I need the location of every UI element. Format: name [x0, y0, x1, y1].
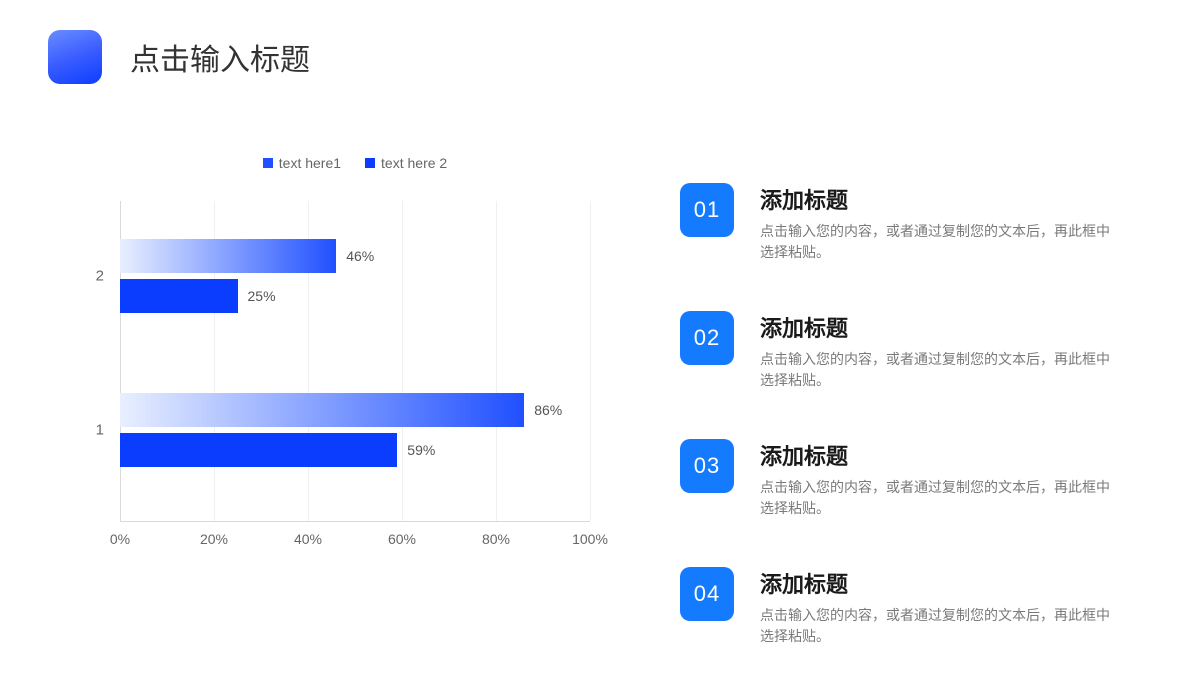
chart-legend: text here1 text here 2: [90, 155, 620, 171]
x-axis-ticks: 0%20%40%60%80%100%: [120, 527, 590, 551]
header-square-icon: [48, 30, 102, 84]
bar-series1: 86%: [120, 393, 524, 427]
list-item-desc: 点击输入您的内容，或者通过复制您的文本后，再此框中选择粘贴。: [760, 477, 1110, 519]
x-tick-label: 40%: [294, 531, 322, 547]
bar-series1: 46%: [120, 239, 336, 273]
bar-series2: 59%: [120, 433, 397, 467]
legend-item-series2: text here 2: [365, 155, 447, 171]
bar-value-label: 59%: [397, 442, 435, 458]
bar-value-label: 86%: [524, 402, 562, 418]
list-item-title: 添加标题: [760, 567, 1110, 599]
x-tick-label: 60%: [388, 531, 416, 547]
page-header: 点击输入标题: [48, 30, 310, 84]
list-item-desc: 点击输入您的内容，或者通过复制您的文本后，再此框中选择粘贴。: [760, 221, 1110, 263]
chart-plot: 246%25%186%59%: [120, 201, 590, 521]
bar-group: 246%25%: [120, 239, 590, 319]
list-item: 01 添加标题点击输入您的内容，或者通过复制您的文本后，再此框中选择粘贴。: [680, 183, 1110, 263]
legend-swatch-series2: [365, 158, 375, 168]
bar-value-label: 46%: [336, 248, 374, 264]
number-badge: 02: [680, 311, 734, 365]
chart-panel: text here1 text here 2 246%25%186%59% 0%…: [90, 155, 620, 695]
list-item-body: 添加标题点击输入您的内容，或者通过复制您的文本后，再此框中选择粘贴。: [760, 439, 1110, 519]
bar-value-label: 25%: [238, 288, 276, 304]
y-category-label: 2: [96, 268, 120, 285]
number-badge: 03: [680, 439, 734, 493]
list-panel: 01添加标题点击输入您的内容，或者通过复制您的文本后，再此框中选择粘贴。02添加…: [680, 155, 1110, 695]
legend-label-series2: text here 2: [381, 155, 447, 171]
list-item: 03 添加标题点击输入您的内容，或者通过复制您的文本后，再此框中选择粘贴。: [680, 439, 1110, 519]
bar-group: 186%59%: [120, 393, 590, 473]
list-item-body: 添加标题点击输入您的内容，或者通过复制您的文本后，再此框中选择粘贴。: [760, 311, 1110, 391]
y-category-label: 1: [96, 422, 120, 439]
list-item-title: 添加标题: [760, 183, 1110, 215]
list-item-desc: 点击输入您的内容，或者通过复制您的文本后，再此框中选择粘贴。: [760, 605, 1110, 647]
x-tick-label: 80%: [482, 531, 510, 547]
list-item-desc: 点击输入您的内容，或者通过复制您的文本后，再此框中选择粘贴。: [760, 349, 1110, 391]
list-item-body: 添加标题点击输入您的内容，或者通过复制您的文本后，再此框中选择粘贴。: [760, 567, 1110, 647]
bar-series2: 25%: [120, 279, 238, 313]
legend-item-series1: text here1: [263, 155, 341, 171]
list-item-body: 添加标题点击输入您的内容，或者通过复制您的文本后，再此框中选择粘贴。: [760, 183, 1110, 263]
x-tick-label: 100%: [572, 531, 608, 547]
legend-swatch-series1: [263, 158, 273, 168]
list-item-title: 添加标题: [760, 439, 1110, 471]
list-item: 02 添加标题点击输入您的内容，或者通过复制您的文本后，再此框中选择粘贴。: [680, 311, 1110, 391]
page-title: 点击输入标题: [130, 35, 310, 79]
number-badge: 01: [680, 183, 734, 237]
x-axis-line: [120, 521, 590, 522]
number-badge: 04: [680, 567, 734, 621]
chart-area: 246%25%186%59% 0%20%40%60%80%100%: [90, 201, 620, 551]
gridline: [590, 201, 591, 521]
content-wrapper: text here1 text here 2 246%25%186%59% 0%…: [90, 155, 1110, 695]
x-tick-label: 20%: [200, 531, 228, 547]
list-item-title: 添加标题: [760, 311, 1110, 343]
legend-label-series1: text here1: [279, 155, 341, 171]
list-item: 04 添加标题点击输入您的内容，或者通过复制您的文本后，再此框中选择粘贴。: [680, 567, 1110, 647]
x-tick-label: 0%: [110, 531, 130, 547]
